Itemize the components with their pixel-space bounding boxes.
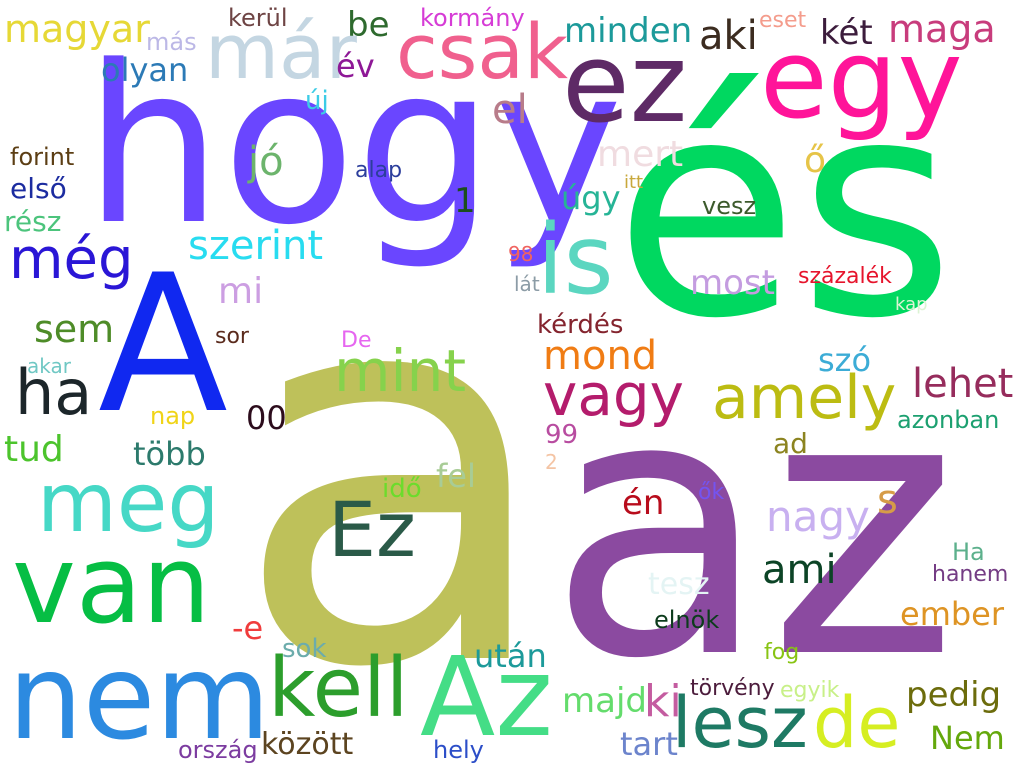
word-fog: fog — [764, 640, 800, 665]
word-torveny: törvény — [690, 676, 775, 701]
word-vagy: vagy — [543, 361, 685, 429]
word-van: van — [12, 523, 211, 648]
word-ember: ember — [900, 595, 1005, 633]
word-minden: minden — [564, 11, 693, 51]
word-ha: ha — [15, 356, 93, 429]
word-Nem: Nem — [930, 719, 1005, 757]
word-ad: ad — [773, 427, 808, 460]
word-tobb: több — [133, 435, 206, 473]
word-vesz: vesz — [702, 192, 757, 220]
word-ev: év — [336, 47, 375, 85]
word-de: de — [813, 682, 901, 764]
word-egy: egy — [760, 15, 963, 143]
word-s: s — [877, 477, 898, 523]
word-jo: jó — [248, 139, 284, 185]
word-kell: kell — [268, 641, 409, 736]
word-forint: forint — [10, 143, 75, 171]
word-akar: akar — [27, 354, 71, 378]
word-ok: ők — [698, 480, 725, 505]
word-mas: más — [146, 28, 197, 56]
word-egyik: egyik — [780, 678, 840, 703]
word-lehet: lehet — [912, 361, 1014, 407]
word-Ha: Ha — [952, 538, 985, 566]
word-mar: már — [205, 7, 357, 96]
word-itt: itt — [624, 172, 644, 193]
word-o: ő — [804, 140, 827, 181]
word-mi: mi — [218, 271, 264, 312]
word-nem: nem — [8, 628, 271, 766]
word-kormany: kormány — [420, 4, 525, 32]
word-meg2: még — [9, 227, 134, 292]
word-szazalek: százalék — [798, 264, 892, 289]
word-e: -e — [232, 609, 264, 647]
word-1: 1 — [454, 181, 476, 221]
word-orszag: ország — [178, 736, 258, 764]
word-Ez-cap: Ez — [328, 485, 416, 574]
word-lesz: lesz — [672, 682, 808, 764]
word-es: és — [614, 35, 955, 384]
word-maga: maga — [888, 7, 996, 51]
word-aki: aki — [699, 13, 758, 59]
word-az: az — [548, 318, 958, 737]
word-be: be — [347, 5, 390, 45]
word-ez: ez — [562, 19, 688, 147]
word-sor: sor — [215, 324, 249, 349]
word-kap: kap — [895, 294, 928, 315]
word-De: De — [341, 328, 372, 353]
word-ido: idő — [382, 474, 422, 504]
word-eset: eset — [759, 8, 807, 33]
word-tesz: tesz — [648, 567, 710, 602]
word-kozott: között — [261, 727, 354, 762]
word-szerint: szerint — [188, 223, 324, 269]
word-hely: hely — [433, 736, 484, 764]
word-resz: rész — [4, 205, 62, 238]
word-elso: első — [10, 172, 67, 205]
word-pedig: pedig — [906, 675, 1002, 715]
word-nagy: nagy — [766, 492, 870, 541]
word-ki: ki — [644, 676, 682, 727]
word-alap: alap — [355, 158, 403, 183]
word-el: el — [492, 87, 528, 133]
word-tart: tart — [620, 725, 678, 763]
word-en: én — [622, 483, 665, 523]
word-a: a — [232, 166, 557, 768]
word-ami: ami — [762, 547, 837, 593]
word-majd: majd — [562, 681, 647, 721]
word-sem: sem — [34, 307, 115, 351]
word-sok: sok — [282, 634, 327, 664]
word-olyan: olyan — [101, 51, 189, 89]
word-nap: nap — [150, 402, 196, 430]
word-meg: meg — [37, 456, 220, 551]
word-lat: lát — [514, 272, 540, 296]
word-tud: tud — [4, 429, 64, 470]
word-00: 00 — [246, 399, 287, 437]
word-csak: csak — [396, 7, 568, 96]
word-is: is — [537, 204, 614, 316]
word-kerul: kerül — [228, 4, 288, 32]
word-ket: két — [820, 13, 873, 53]
word-mert: mert — [597, 134, 684, 175]
word-99: 99 — [545, 420, 579, 450]
word-fel: fel — [436, 457, 476, 495]
word-A-cap: A — [98, 234, 228, 455]
word-2: 2 — [545, 450, 558, 474]
word-most: most — [690, 263, 775, 303]
word-mond: mond — [543, 333, 658, 379]
word-kerdes: kérdés — [537, 310, 624, 340]
word-hogy: hogy — [84, 20, 623, 273]
word-uj: új — [305, 86, 329, 116]
word-magyar: magyar — [4, 7, 150, 51]
word-szo: szó — [818, 341, 872, 379]
word-mint: mint — [334, 337, 467, 405]
word-amely: amely — [712, 363, 897, 433]
word-elnok: elnök — [654, 606, 720, 634]
word-hanem: hanem — [932, 562, 1009, 587]
word-ugy: úgy — [561, 179, 621, 217]
word-azonban: azonban — [897, 406, 1000, 434]
word-utan: után — [474, 637, 547, 675]
word-98: 98 — [508, 242, 534, 266]
word-Az-cap: Az — [420, 633, 553, 761]
